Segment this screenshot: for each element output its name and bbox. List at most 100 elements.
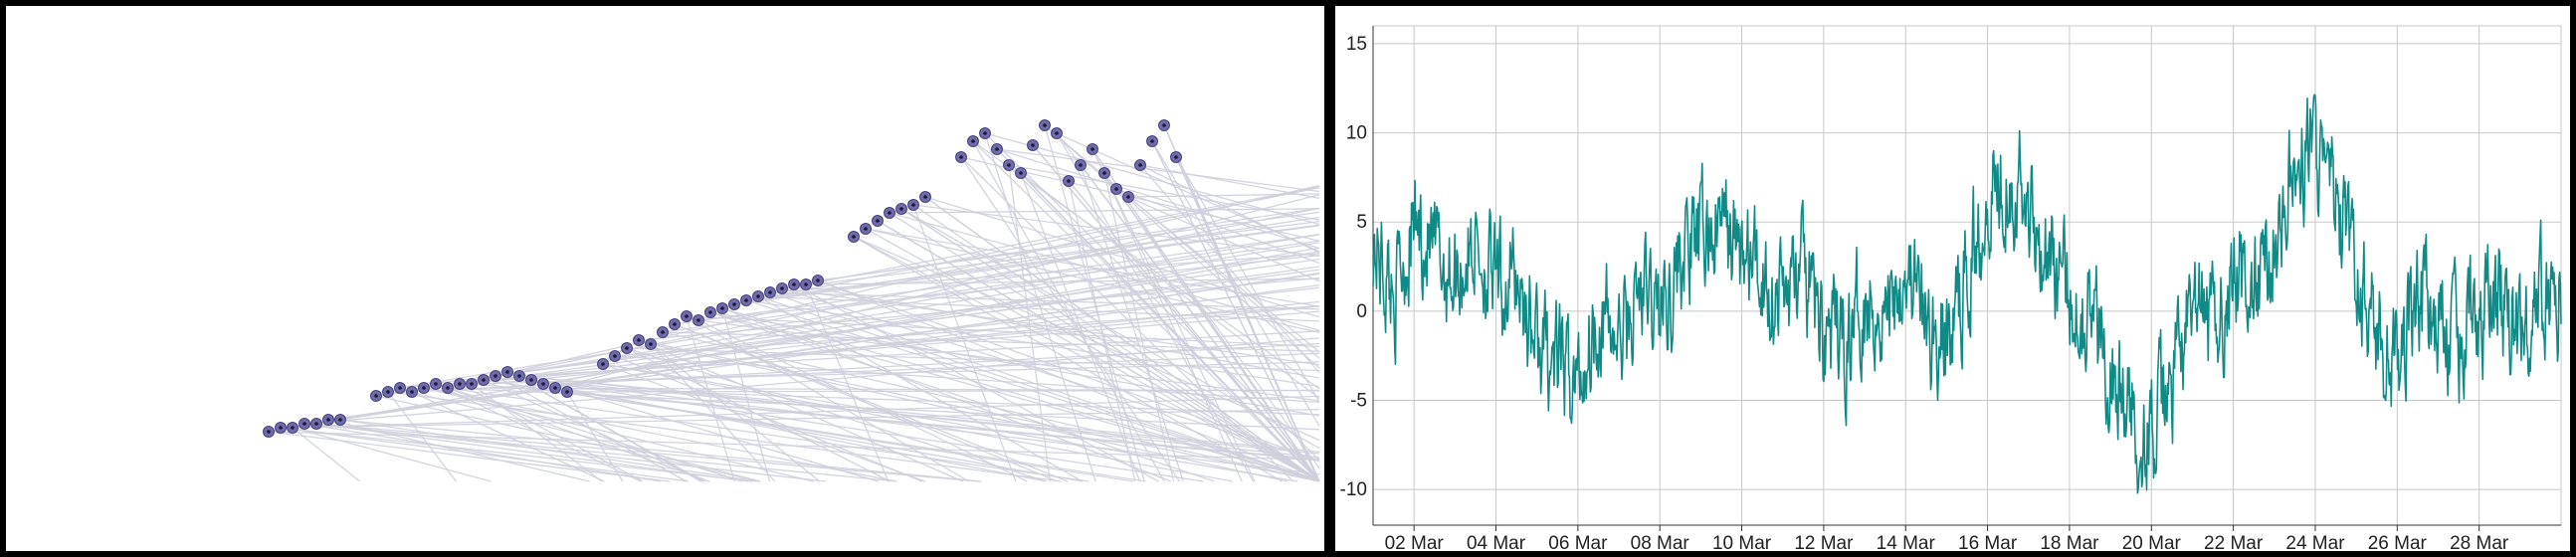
graph-node-center — [494, 374, 497, 378]
axes-layer: 15 10 5 0 -5 -10 02 Mar 04 Mar 06 Mar 08 Mar 10 Ma… — [1340, 26, 2561, 551]
edge-layer — [268, 124, 1320, 482]
graph-node-center — [1055, 131, 1059, 135]
graph-edge — [900, 208, 1320, 450]
graph-node-center — [434, 382, 438, 386]
graph-edge — [1020, 172, 1320, 399]
graph-node-center — [708, 310, 712, 314]
x-tick-label: 18 Mar — [2040, 533, 2099, 551]
graph-edge — [280, 427, 754, 482]
graph-edge — [650, 343, 776, 482]
graph-edge — [721, 307, 771, 482]
graph-edge — [292, 427, 361, 482]
graph-edge — [1044, 124, 1320, 369]
graph-edge — [877, 220, 1320, 482]
graph-edge — [853, 236, 1320, 442]
graph-edge — [805, 283, 890, 482]
graph-edge — [1020, 172, 1141, 482]
graph-edge — [1008, 164, 1051, 482]
graph-node-center — [613, 354, 617, 358]
graph-edge — [889, 208, 1320, 214]
graph-edge — [518, 330, 1320, 377]
graph-edge — [638, 339, 964, 482]
graph-node-center — [1090, 147, 1094, 151]
x-tick-label: 16 Mar — [1958, 533, 2018, 551]
graph-edge — [853, 236, 1320, 482]
graph-edge — [315, 423, 827, 482]
graph-edge — [435, 383, 710, 482]
graph-node-center — [1031, 143, 1035, 147]
x-tick-label: 12 Mar — [1794, 533, 1854, 551]
graph-edge — [602, 363, 1234, 482]
graph-edge — [1115, 188, 1320, 482]
graph-edge — [817, 211, 1320, 281]
graph-edge — [757, 295, 1084, 482]
graph-node-center — [649, 342, 653, 346]
graph-edge — [1091, 148, 1256, 482]
graph-node-center — [804, 282, 808, 286]
graph-node-center — [422, 386, 426, 390]
graph-edge — [709, 311, 1320, 482]
network-graph-panel — [6, 6, 1324, 551]
graph-edge — [686, 315, 970, 482]
graph-edge — [1103, 172, 1320, 468]
graph-edge — [757, 295, 1320, 322]
graph-node-center — [482, 378, 486, 382]
graph-edge — [697, 319, 1028, 482]
graph-edge — [912, 204, 1320, 482]
x-tick-label: 20 Mar — [2122, 533, 2182, 551]
y-tick-label: 5 — [1356, 212, 1367, 233]
graph-node-center — [1150, 139, 1154, 143]
series-layer — [1372, 93, 2562, 494]
x-tick-label: 22 Mar — [2204, 533, 2264, 551]
x-tick-label: 04 Mar — [1467, 533, 1526, 551]
graph-edge — [495, 375, 688, 482]
graph-node-center — [553, 386, 557, 390]
graph-node-center — [398, 386, 402, 390]
graph-edge — [853, 236, 1283, 482]
graph-edge — [339, 419, 759, 482]
graph-node-center — [291, 426, 295, 430]
graph-edge — [662, 240, 1320, 333]
graph-edge — [1103, 172, 1243, 482]
graph-edge — [1115, 188, 1320, 265]
graph-node-center — [625, 346, 629, 350]
x-tick-label: 10 Mar — [1712, 533, 1772, 551]
graph-edge — [721, 307, 1171, 482]
graph-node-center — [601, 362, 605, 366]
graph-edge — [1175, 156, 1320, 403]
graph-edge — [889, 212, 1320, 331]
graph-node-center — [1067, 179, 1071, 183]
graph-edge — [805, 186, 1320, 285]
graph-edge — [674, 323, 1069, 482]
graph-node-center — [876, 219, 880, 223]
graph-node-center — [302, 422, 306, 426]
graph-edge — [960, 156, 1294, 482]
graph-edge — [292, 427, 492, 482]
graph-node-center — [1162, 123, 1166, 127]
graph-edge — [435, 383, 642, 482]
graph-node-center — [374, 394, 378, 398]
graph-edge — [900, 208, 1320, 482]
graph-edge — [339, 419, 982, 482]
graph-edge — [1127, 196, 1320, 353]
graph-edge — [960, 156, 1180, 482]
graph-node-center — [505, 370, 509, 374]
graph-edge — [984, 132, 1096, 482]
graph-edge — [1127, 193, 1320, 198]
graph-edge — [1032, 144, 1320, 482]
graph-edge — [1020, 172, 1320, 482]
graph-edge — [435, 383, 742, 482]
graph-edge — [303, 423, 661, 482]
graph-edge — [327, 419, 590, 482]
graph-edge — [1175, 156, 1320, 482]
graph-node-center — [995, 147, 999, 151]
graph-node-center — [971, 139, 975, 143]
graph-node-center — [780, 286, 784, 290]
graph-edge — [745, 299, 1320, 482]
graph-node-center — [267, 430, 271, 434]
node-layer — [263, 119, 1182, 438]
graph-node-center — [923, 195, 927, 199]
x-tick-label: 28 Mar — [2450, 533, 2509, 551]
graph-edge — [614, 355, 923, 482]
graph-edge — [506, 371, 701, 482]
